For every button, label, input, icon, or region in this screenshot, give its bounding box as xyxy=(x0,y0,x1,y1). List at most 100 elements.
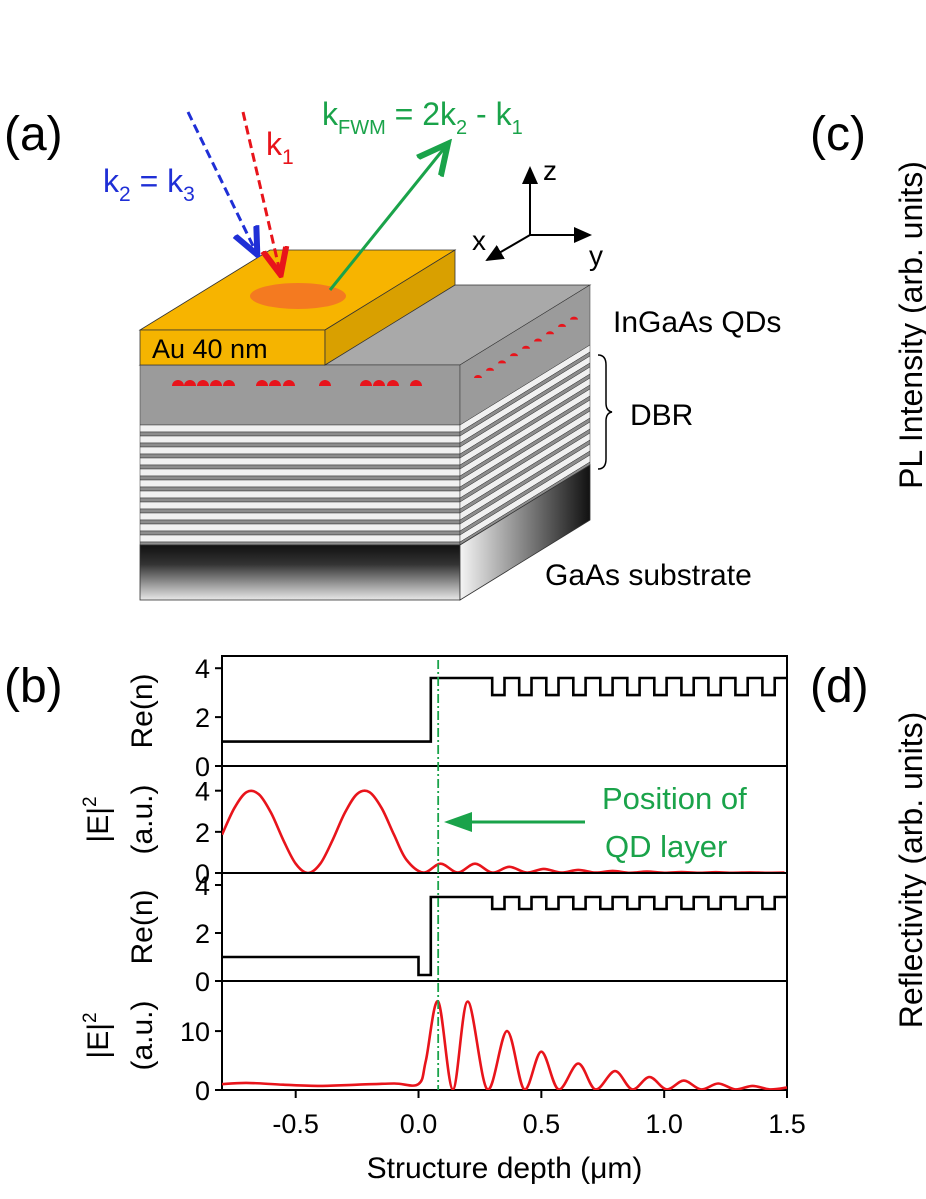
qd-dot xyxy=(373,380,385,386)
qd-dot xyxy=(546,331,554,335)
dbr-layer xyxy=(139,431,461,437)
label-sub: 1 xyxy=(512,117,523,139)
label-sub: 2 xyxy=(119,183,131,206)
dbr-layer xyxy=(139,446,461,455)
layer-label: Au 40 nm xyxy=(152,334,268,364)
y-tick-label: 0 xyxy=(195,1076,210,1106)
label-part: k xyxy=(103,163,120,199)
label-part: |E| xyxy=(82,807,115,843)
axis-x xyxy=(485,234,531,262)
cut-axis-label: PL Intensity (arb. units) xyxy=(893,161,926,489)
dbr-layer xyxy=(139,490,461,499)
qd-dot xyxy=(210,380,222,386)
dbr-layer xyxy=(139,479,461,488)
dbr-layer xyxy=(139,468,461,477)
label-sub: 2 xyxy=(456,117,467,139)
plot-frame xyxy=(221,980,788,1091)
annotation-text: Position of xyxy=(602,781,747,816)
qd-dot xyxy=(570,316,578,320)
y-tick-label: 4 xyxy=(195,777,210,807)
annotation-text: QD layer xyxy=(605,829,727,864)
dbr-layer xyxy=(139,424,461,433)
beam-label: kFWM = 2k2 - k1 xyxy=(322,96,523,139)
qd-dot xyxy=(319,380,331,386)
qd-dot xyxy=(534,338,542,342)
dbr-layer xyxy=(139,512,461,521)
label-sub: FWM xyxy=(338,117,386,139)
dbr-layer xyxy=(139,519,461,525)
dbr-layer xyxy=(139,508,461,514)
label-sub: 1 xyxy=(282,146,294,169)
panel-label: (b) xyxy=(4,660,63,713)
qd-dot xyxy=(522,345,530,349)
label-sub: 3 xyxy=(183,183,195,206)
y-axis-label: Re(n) xyxy=(126,673,159,748)
y-tick-label: 10 xyxy=(180,1017,210,1047)
x-tick-label: 0.0 xyxy=(400,1109,438,1139)
y-tick-label: 2 xyxy=(195,919,210,949)
y-axis-label: |E|2 xyxy=(80,796,115,842)
axis-name: z xyxy=(543,155,557,186)
qd-dot xyxy=(410,380,422,386)
beam-k2 xyxy=(186,111,256,252)
qd-layer xyxy=(139,364,461,426)
y-axis-label: Re(n) xyxy=(126,889,159,964)
panel-label: (a) xyxy=(4,108,63,161)
au-side xyxy=(324,249,456,366)
dbr-layer xyxy=(139,453,461,459)
schematic xyxy=(138,111,613,601)
dbr-layer xyxy=(139,534,461,543)
y-tick-label: 2 xyxy=(195,703,210,733)
dbr-layer xyxy=(139,530,461,536)
label-part: k xyxy=(266,126,283,162)
x-axis-label: Structure depth (μm) xyxy=(367,1152,643,1185)
qd-dot xyxy=(510,353,518,357)
label-sup: 2 xyxy=(80,1012,101,1023)
beam-label: k2 = k3 xyxy=(103,163,195,206)
beam-fwm xyxy=(328,146,446,291)
qd-dot xyxy=(387,380,399,386)
layer-label: GaAs substrate xyxy=(545,559,752,592)
substrate-front xyxy=(139,544,461,601)
y-tick-label: 2 xyxy=(195,818,210,848)
panel-label: (c) xyxy=(810,108,866,161)
dbr-layer xyxy=(139,435,461,444)
label-part: = 2k xyxy=(386,96,457,132)
qd-dot xyxy=(360,380,372,386)
y-tick-label: 4 xyxy=(195,871,210,901)
dbr-layer xyxy=(139,501,461,510)
y-tick-label: 0 xyxy=(195,859,210,889)
y-tick-label: 0 xyxy=(195,967,210,997)
dbr-layer xyxy=(139,442,461,448)
axis-name: x xyxy=(472,225,486,256)
qd-dot xyxy=(486,367,494,371)
dbr-layer xyxy=(139,486,461,492)
qd-dot xyxy=(172,380,184,386)
qd-arrow-head xyxy=(444,812,472,832)
dbr-layer xyxy=(139,457,461,466)
x-tick-label: 1.5 xyxy=(768,1109,806,1139)
qd-dot xyxy=(283,380,295,386)
qd-dot xyxy=(269,380,281,386)
qd-dot xyxy=(256,380,268,386)
plot-frame xyxy=(221,872,788,982)
qd-dot xyxy=(223,380,235,386)
label-part: = k xyxy=(131,163,184,199)
y-axis-label: |E|2 xyxy=(80,1012,115,1058)
data-line xyxy=(222,1000,787,1090)
label-sup: 2 xyxy=(80,796,101,807)
layer-label: DBR xyxy=(630,399,693,432)
label-part: |E| xyxy=(82,1023,115,1059)
qd-dot xyxy=(197,380,209,386)
x-tick-label: 1.0 xyxy=(645,1109,683,1139)
dbr-layer xyxy=(139,475,461,481)
label-part: k xyxy=(322,96,339,132)
substrate-side xyxy=(459,464,591,601)
beam-label: k1 xyxy=(266,126,294,169)
qd-dot xyxy=(474,375,482,378)
plot-frame xyxy=(221,655,788,767)
data-line xyxy=(222,676,787,743)
